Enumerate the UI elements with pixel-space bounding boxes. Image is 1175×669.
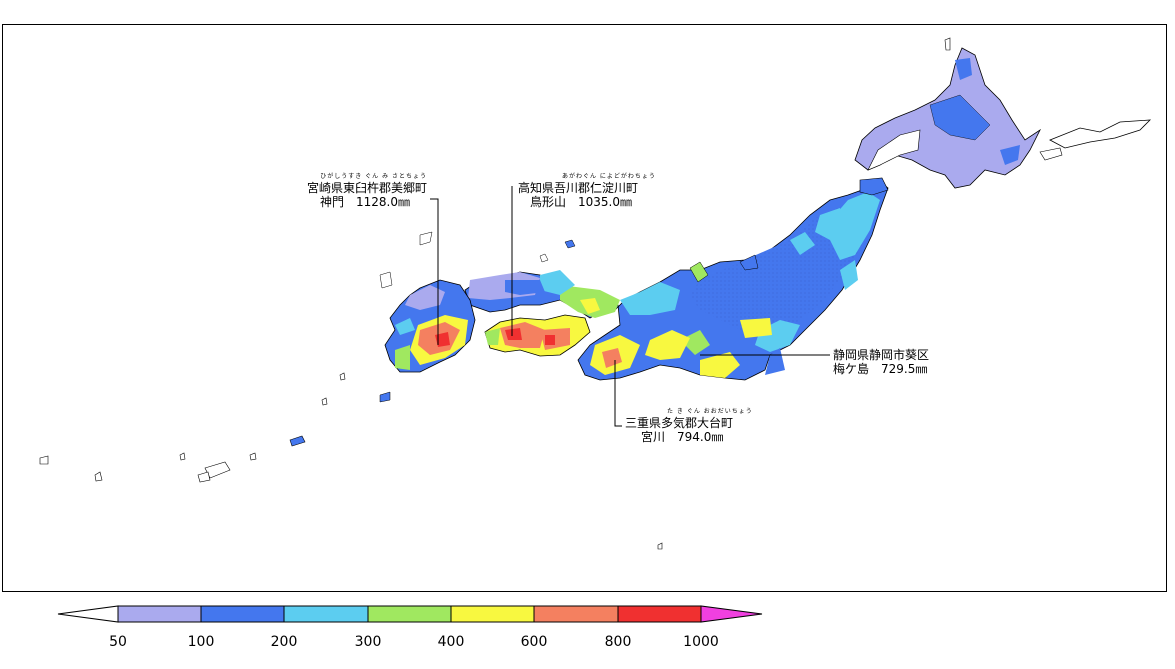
annotation-miyazaki: ひがしうすき ぐん み さとちょう 宮崎県東臼杵郡美郷町 神門 1128.0㎜ — [295, 173, 427, 210]
annotation-location: 宮崎県東臼杵郡美郷町 — [306, 181, 427, 195]
annotation-mie: た き ぐん おおだいちょう 三重県多気郡大台町 宮川 794.0㎜ — [625, 408, 753, 445]
shikoku — [484, 314, 591, 357]
annotation-ruby: た き ぐん おおだいちょう — [667, 408, 753, 415]
colorbar-tick: 50 — [109, 634, 127, 650]
colorbar-above-arrow — [700, 605, 763, 623]
colorbar-tick: 1000 — [683, 634, 719, 650]
colorbar-tick: 200 — [270, 634, 298, 650]
colorbar-tick: 400 — [437, 634, 465, 650]
annotation-shizuoka: 静岡県静岡市葵区 梅ケ島 729.5㎜ — [833, 348, 929, 376]
leader-lines — [430, 186, 830, 427]
hokkaido — [854, 37, 1152, 189]
honshu — [464, 177, 889, 381]
colorbar-segment — [283, 605, 369, 623]
annotation-ruby: あがわぐん によどがわちょう — [562, 173, 656, 180]
colorbar-segment — [450, 605, 535, 623]
colorbar-segment — [117, 605, 202, 623]
annotation-value: 鳥形山 1035.0㎜ — [530, 195, 632, 209]
annotation-location: 三重県多気郡大台町 — [625, 416, 734, 430]
kyushu — [379, 231, 476, 403]
colorbar-segment — [617, 605, 702, 623]
colorbar-segment — [533, 605, 619, 623]
annotation-location: 高知県吾川郡仁淀川町 — [518, 181, 639, 195]
colorbar-segment — [367, 605, 452, 623]
colorbar-tick: 600 — [520, 634, 548, 650]
annotation-value: 梅ケ島 729.5㎜ — [833, 362, 928, 376]
annotation-value: 神門 1128.0㎜ — [320, 195, 410, 209]
southern-islands — [39, 372, 663, 550]
colorbar-tick: 100 — [187, 634, 215, 650]
annotation-kochi: あがわぐん によどがわちょう 高知県吾川郡仁淀川町 鳥形山 1035.0㎜ — [518, 173, 656, 210]
colorbar-segment — [200, 605, 285, 623]
annotation-ruby: ひがしうすき ぐん み さとちょう — [320, 173, 427, 180]
colorbar-below-arrow — [57, 605, 119, 623]
colorbar-tick: 300 — [354, 634, 382, 650]
colorbar — [57, 605, 763, 623]
colorbar-tick: 800 — [604, 634, 632, 650]
annotation-value: 宮川 794.0㎜ — [641, 430, 724, 444]
annotation-location: 静岡県静岡市葵区 — [833, 348, 930, 362]
